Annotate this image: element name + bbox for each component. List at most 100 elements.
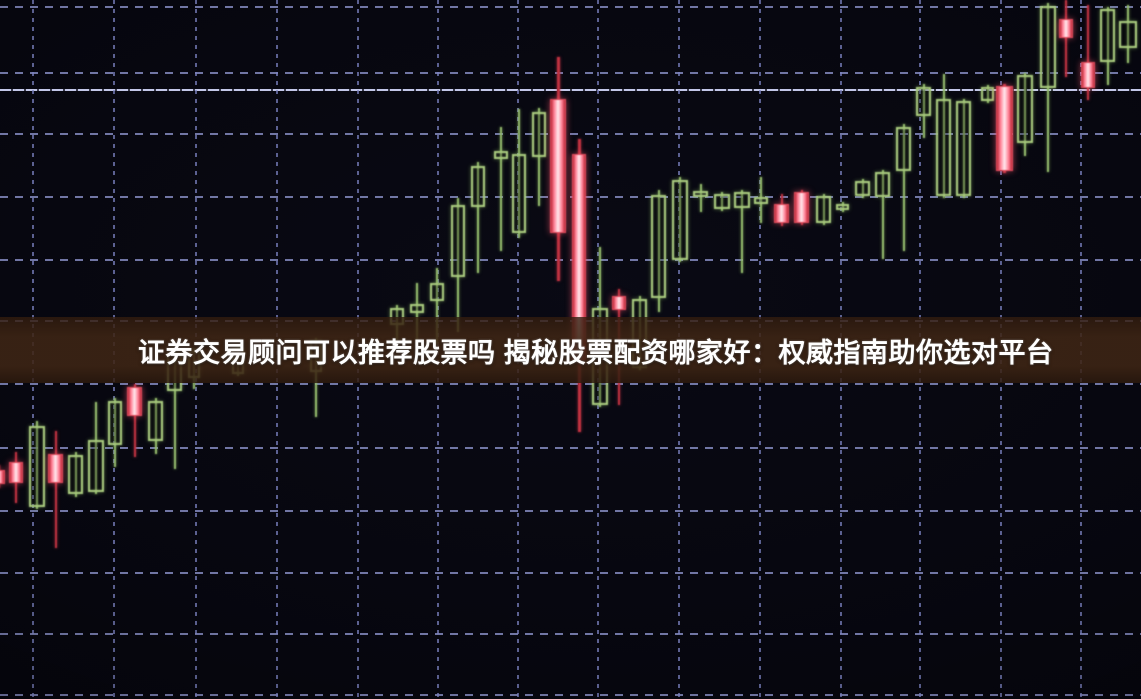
candle-down	[996, 0, 1013, 699]
candle-body	[494, 151, 508, 159]
candle-up	[108, 0, 122, 699]
candle-wick	[95, 402, 97, 494]
candle-up	[693, 0, 708, 699]
grid-line-horizontal	[0, 259, 1141, 261]
candle-wick	[436, 268, 438, 344]
grid-line-horizontal	[0, 447, 1141, 449]
candle-body	[451, 205, 465, 277]
grid-line-horizontal	[0, 572, 1141, 574]
candle-body	[896, 127, 911, 171]
candle-body	[127, 387, 142, 416]
candle-wick	[721, 192, 723, 211]
candle-wick	[822, 194, 825, 225]
candle-up	[936, 0, 951, 699]
candle-body	[1119, 21, 1137, 48]
candle-body	[794, 192, 809, 223]
candle-wick	[841, 202, 844, 212]
candle-body	[651, 195, 666, 298]
candle-down	[1081, 0, 1095, 699]
candle-down	[794, 0, 809, 699]
candle-wick	[861, 179, 864, 198]
candle-body	[916, 87, 931, 116]
candle-down	[9, 0, 23, 699]
candle-body	[996, 86, 1013, 171]
article-title: 证券交易顾问可以推荐股票吗 揭秘股票配资哪家好：权威指南助你选对平台	[138, 337, 1054, 368]
title-banner: 证券交易顾问可以推荐股票吗 揭秘股票配资哪家好：权威指南助你选对平台	[0, 317, 1141, 383]
candle-up	[512, 0, 526, 699]
candle-up	[29, 0, 45, 699]
candle-wick	[679, 177, 681, 262]
candle-up	[916, 0, 931, 699]
candle-body	[981, 87, 994, 101]
candle-up	[148, 0, 163, 699]
candle-body	[1100, 9, 1115, 62]
candle-up	[734, 0, 750, 699]
candle-wick	[881, 170, 884, 259]
candle-wick	[986, 85, 989, 103]
candle-up	[494, 0, 508, 699]
candle-body	[693, 191, 708, 197]
candle-body	[9, 462, 23, 483]
candle-body	[714, 194, 730, 209]
candle-up	[1017, 0, 1033, 699]
candle-up	[981, 0, 994, 699]
candle-up	[714, 0, 730, 699]
candle-up	[88, 0, 104, 699]
candle-body	[612, 296, 626, 310]
candle-body	[855, 181, 870, 196]
candle-up	[532, 0, 546, 699]
candle-up	[816, 0, 831, 699]
candle-wick	[1127, 5, 1129, 63]
candle-body	[1059, 19, 1073, 38]
candle-wick	[133, 384, 136, 457]
candle-body	[774, 204, 789, 223]
grid-line-horizontal	[0, 72, 1141, 74]
candle-up	[471, 0, 485, 699]
candle-down	[1059, 0, 1073, 699]
candle-body	[1040, 6, 1056, 88]
candle-body	[88, 440, 104, 492]
grid-line-horizontal	[0, 510, 1141, 512]
candle-down	[550, 0, 566, 699]
candle-body	[512, 154, 526, 233]
candle-up	[875, 0, 890, 699]
candle-wick	[902, 124, 905, 251]
candle-up	[1119, 0, 1137, 699]
candle-body	[108, 401, 122, 445]
candle-body	[550, 99, 566, 233]
candle-down	[127, 0, 142, 699]
candle-up	[651, 0, 666, 699]
candle-up	[68, 0, 83, 699]
candle-body	[956, 101, 971, 196]
price-level-line	[0, 89, 1141, 91]
candle-wick	[657, 190, 660, 312]
candle-wick	[942, 74, 945, 198]
candle-up	[410, 0, 424, 699]
grid-line-horizontal	[0, 694, 1141, 696]
candle-body	[471, 166, 485, 207]
candle-up	[1100, 0, 1115, 699]
candle-wick	[922, 84, 925, 138]
grid-line-horizontal	[0, 6, 1141, 8]
candle-up	[956, 0, 971, 699]
candle-wick	[477, 162, 479, 273]
candle-wick	[1065, 0, 1067, 77]
candle-up	[896, 0, 911, 699]
candle-wick	[760, 177, 762, 223]
candle-body	[875, 172, 890, 197]
candle-down	[774, 0, 789, 699]
candle-body	[816, 196, 831, 223]
candle-down	[572, 0, 586, 699]
candle-body	[430, 283, 444, 301]
candle-body	[672, 180, 688, 260]
candle-wick	[74, 452, 77, 497]
candle-body	[0, 470, 5, 484]
candle-wick	[54, 431, 57, 548]
candle-body	[836, 204, 849, 210]
candle-body	[754, 197, 768, 204]
candle-body	[1017, 75, 1033, 143]
candle-body	[148, 401, 163, 441]
candle-body	[936, 99, 951, 196]
candle-wick	[1106, 7, 1109, 85]
